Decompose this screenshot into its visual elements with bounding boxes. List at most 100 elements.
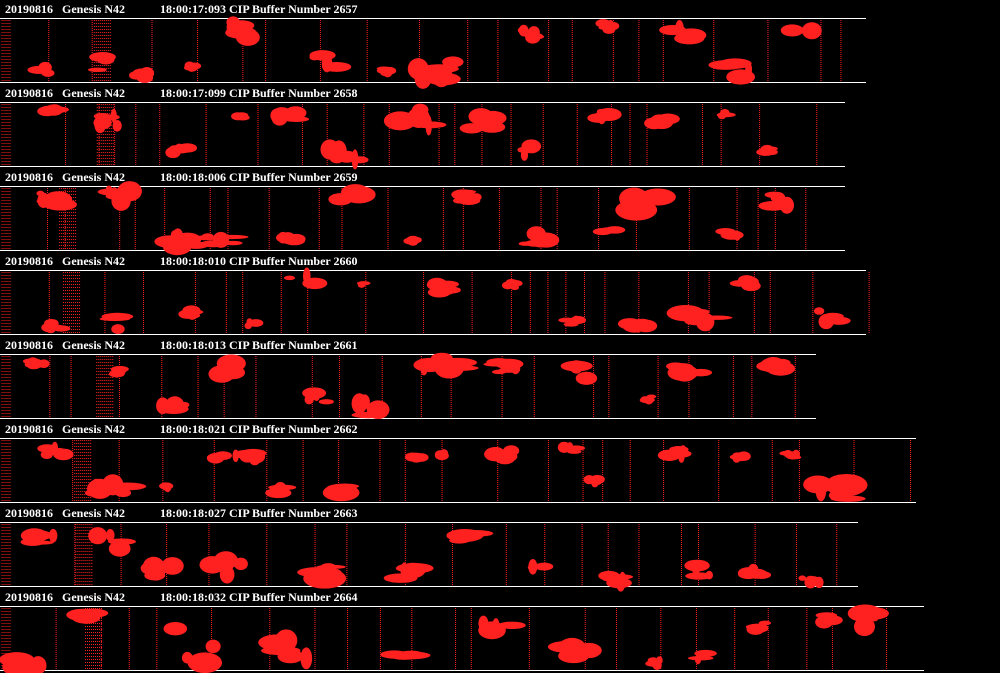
particle-shape: [37, 444, 58, 453]
particle-image: [815, 612, 843, 629]
particle-shape: [178, 309, 198, 319]
buffer-probe: Genesis N42: [62, 2, 125, 16]
particle-image: [232, 448, 267, 466]
particle-shape: [669, 449, 692, 458]
particle-shape: [459, 123, 484, 134]
buffer-probe: Genesis N42: [62, 590, 125, 604]
particle-image: [587, 108, 622, 125]
buffer-info: 18:00:18:006 CIP Buffer Number 2659: [160, 170, 358, 184]
particle-image: [451, 189, 482, 205]
particle-image: [66, 608, 109, 624]
particle-shape: [161, 557, 184, 575]
particle-image: [756, 144, 778, 156]
particle-image: [716, 109, 736, 120]
particle-shape: [303, 568, 347, 589]
particle-shape: [739, 276, 759, 288]
particle-shape: [356, 281, 371, 286]
particle-image: [483, 358, 524, 375]
particle-shape: [478, 110, 507, 126]
particle-shape: [667, 363, 693, 370]
particle-image: [758, 191, 795, 214]
particle-image: [684, 559, 713, 580]
particle-image: [108, 365, 129, 378]
particle-shape: [307, 389, 317, 401]
particle-shape: [87, 478, 113, 499]
particle-shape: [830, 495, 866, 502]
particle-shape: [583, 475, 595, 485]
particle-shape: [309, 54, 320, 61]
particle-image: [657, 445, 692, 463]
particle-shape: [435, 280, 459, 288]
buffer-strip: 20190816 Genesis N42 18:00:17:093 CIP Buff…: [0, 2, 866, 89]
particle-shape: [187, 652, 223, 673]
buffer-strip: 20190816 Genesis N42 18:00:18:032 CIP Buff…: [0, 590, 924, 673]
particle-image: [328, 184, 376, 206]
buffer-probe: Genesis N42: [62, 422, 125, 436]
particle-image: [297, 563, 347, 589]
particle-shape: [521, 139, 542, 154]
particle-shape: [818, 313, 834, 330]
buffer-probe: Genesis N42: [62, 86, 125, 100]
particle-image: [302, 387, 334, 405]
buffer-info: 18:00:18:021 CIP Buffer Number 2662: [160, 422, 358, 436]
particle-shape: [685, 572, 713, 580]
particle-shape: [446, 529, 484, 542]
particle-image: [478, 615, 526, 640]
particle-shape: [437, 365, 479, 371]
particle-shape: [272, 484, 285, 492]
buffer-info: 18:00:17:093 CIP Buffer Number 2657: [160, 2, 358, 16]
particle-image: [745, 620, 772, 635]
particle-image: [598, 570, 634, 592]
particle-image: [183, 61, 202, 72]
particle-shape: [105, 529, 115, 542]
particle-image: [666, 304, 733, 332]
particle-shape: [442, 286, 461, 294]
particle-shape: [567, 318, 583, 323]
particle-shape: [510, 285, 520, 291]
particle-image: [737, 563, 772, 580]
particle-shape: [815, 615, 833, 629]
particle-image: [459, 108, 507, 134]
particle-shape: [283, 275, 296, 281]
particle-shape: [318, 399, 334, 405]
particle-shape: [112, 119, 122, 132]
particle-image: [322, 483, 360, 502]
particle-shape: [221, 361, 236, 368]
particle-shape: [232, 449, 239, 463]
particle-image: [547, 637, 602, 664]
particle-shape: [600, 227, 615, 233]
particle-shape: [88, 527, 108, 545]
particle-shape: [215, 234, 249, 240]
particle-shape: [492, 618, 500, 636]
particle-image: [715, 227, 744, 241]
particle-shape: [508, 454, 516, 459]
particle-image: [729, 451, 751, 463]
particle-image: [708, 58, 756, 85]
particle-shape: [622, 319, 647, 333]
particle-shape: [498, 621, 526, 630]
particle-image: [154, 228, 209, 256]
particle-image: [0, 652, 47, 673]
particle-image: [22, 357, 50, 370]
particle-image: [320, 139, 369, 170]
particle-shape: [869, 606, 880, 622]
buffer-info: 18:00:17:099 CIP Buffer Number 2658: [160, 86, 358, 100]
particle-shape: [526, 226, 546, 242]
buffer-probe: Genesis N42: [62, 338, 125, 352]
particle-shape: [801, 22, 822, 40]
particle-image: [270, 106, 310, 126]
particle-shape: [383, 111, 417, 131]
particle-shape: [195, 235, 218, 241]
particle-shape: [524, 30, 532, 38]
particle-image: [276, 231, 306, 246]
particle-shape: [406, 452, 417, 462]
particle-image: [780, 22, 822, 40]
particle-shape: [694, 649, 717, 657]
particle-shape: [164, 484, 172, 493]
particle-image: [383, 103, 447, 136]
particle-image: [517, 139, 542, 161]
particle-shape: [720, 109, 730, 117]
particle-image: [178, 305, 204, 320]
particle-shape: [737, 567, 760, 580]
particle-image: [426, 277, 461, 298]
